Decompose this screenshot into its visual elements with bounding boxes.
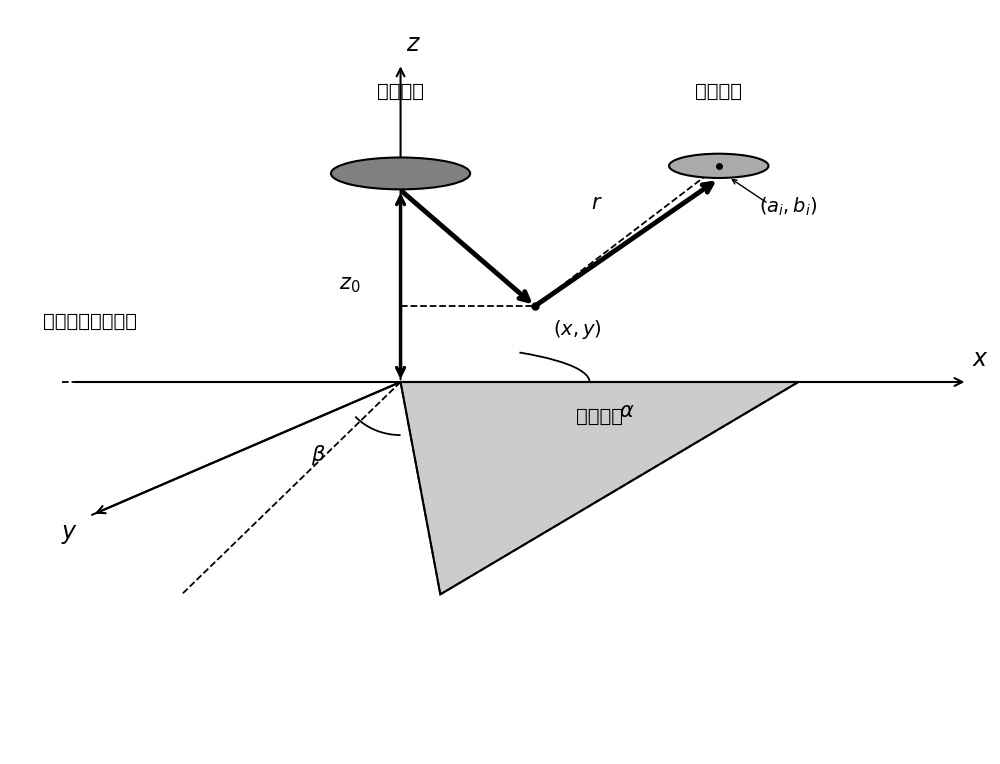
Text: 接收光纤: 接收光纤 <box>695 83 742 102</box>
Text: 发射光纤: 发射光纤 <box>377 83 424 102</box>
Text: $\beta$: $\beta$ <box>311 442 326 467</box>
Text: $z$: $z$ <box>406 32 420 56</box>
Text: 被测表面: 被测表面 <box>576 406 623 426</box>
Text: $x$: $x$ <box>972 347 989 371</box>
Text: $z_0$: $z_0$ <box>339 275 361 296</box>
Ellipse shape <box>331 157 470 189</box>
Polygon shape <box>401 382 798 594</box>
Ellipse shape <box>669 154 768 178</box>
Text: 发射（接收）平面: 发射（接收）平面 <box>43 312 137 331</box>
Text: $\alpha$: $\alpha$ <box>619 401 635 421</box>
Text: $(a_i,b_i)$: $(a_i,b_i)$ <box>759 196 817 219</box>
Text: $(x,y)$: $(x,y)$ <box>553 318 601 341</box>
Text: $y$: $y$ <box>61 523 77 546</box>
Text: $r$: $r$ <box>591 193 603 213</box>
